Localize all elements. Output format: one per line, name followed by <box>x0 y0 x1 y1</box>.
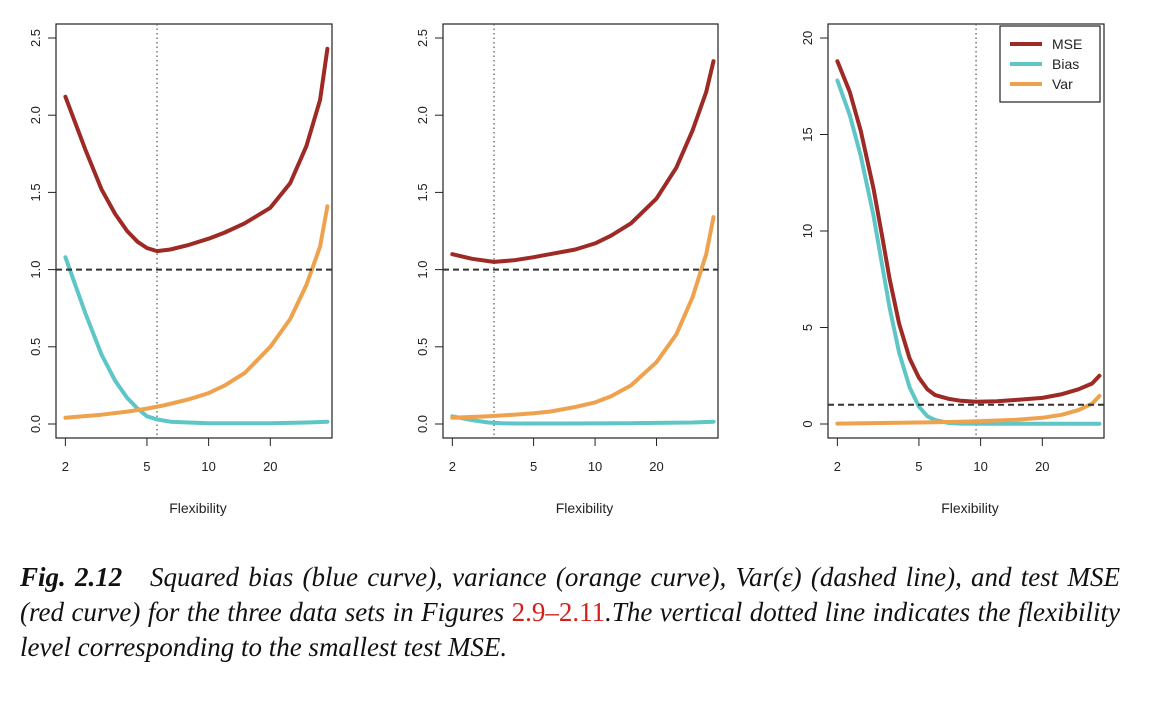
x-tick-label: 10 <box>201 459 215 474</box>
y-tick-label: 2.5 <box>28 29 43 47</box>
y-tick-label: 0.5 <box>415 338 430 356</box>
chart-panel-2: 0.0 0.5 1.0 1.5 2.0 2.5 2 5 10 20 Flexibility <box>415 23 719 516</box>
y-tick-label: 15 <box>800 127 815 141</box>
plot-frame <box>442 23 719 439</box>
figure-panels: 0.00.51.01.52.02.52 5 10 20Flexibility0.00.… <box>28 23 1105 516</box>
y-tick-label: 2.0 <box>28 106 43 124</box>
series-bias-line <box>63 255 330 426</box>
x-tick-label: 5 <box>143 459 150 474</box>
series-mse-line <box>63 46 330 254</box>
x-tick-label: 5 <box>915 459 922 474</box>
y-tick-label: 1.5 <box>28 183 43 201</box>
legend-label-mse: MSE <box>1052 36 1082 52</box>
y-tick-label: 2.0 <box>415 106 430 124</box>
y-tick-label: 20 <box>800 31 815 45</box>
series-bias-line <box>835 78 1102 426</box>
y-tick-label: 0 <box>800 420 815 427</box>
plot-frame <box>55 23 333 439</box>
x-tick-label: 20 <box>649 459 663 474</box>
y-tick-label: 10 <box>800 224 815 238</box>
y-tick-label: 2.5 <box>415 29 430 47</box>
caption-text: Squared bias (blue curve), variance (ora… <box>20 562 1121 627</box>
x-tick-label: 2 <box>834 459 841 474</box>
series-mse-line <box>835 59 1102 404</box>
y-tick-label: 0.0 <box>415 415 430 433</box>
x-tick-label: 2 <box>449 459 456 474</box>
y-tick-label: 0.0 <box>28 415 43 433</box>
series-var-line <box>835 394 1102 426</box>
x-tick-label: 5 <box>530 459 537 474</box>
x-axis-label: Flexibility <box>169 500 227 516</box>
x-tick-label: 2 <box>62 459 69 474</box>
series-mse-line <box>450 59 716 264</box>
series-var-line <box>63 204 330 420</box>
series-bias-line <box>450 414 716 426</box>
x-tick-label: 20 <box>1035 459 1049 474</box>
caption-text-continued: .The vertical dotted line indicates the … <box>20 597 1120 662</box>
y-tick-label: 1.5 <box>415 183 430 201</box>
y-tick-label: 0.5 <box>28 338 43 356</box>
series-var-line <box>450 215 716 420</box>
legend-label-var: Var <box>1052 76 1073 92</box>
caption-figure-reference[interactable]: 2.9–2.11 <box>511 597 606 627</box>
y-tick-label: 1.0 <box>415 261 430 279</box>
x-axis-label: Flexibility <box>556 500 614 516</box>
x-tick-label: 10 <box>588 459 602 474</box>
x-tick-label: 10 <box>973 459 987 474</box>
x-tick-label: 20 <box>263 459 277 474</box>
chart-panel-1: 0.0 0.5 1.0 1.5 2.0 2.5 2 5 10 20 Flexibility <box>28 23 333 516</box>
legend-label-bias: Bias <box>1052 56 1079 72</box>
legend: MSE Bias Var <box>999 25 1101 103</box>
x-axis-label: Flexibility <box>941 500 999 516</box>
y-tick-label: 1.0 <box>28 261 43 279</box>
caption-label: Fig. 2.12 <box>20 562 123 592</box>
y-tick-label: 5 <box>800 324 815 331</box>
figure-caption: Fig. 2.12 Squared bias (blue curve), var… <box>20 560 1120 665</box>
